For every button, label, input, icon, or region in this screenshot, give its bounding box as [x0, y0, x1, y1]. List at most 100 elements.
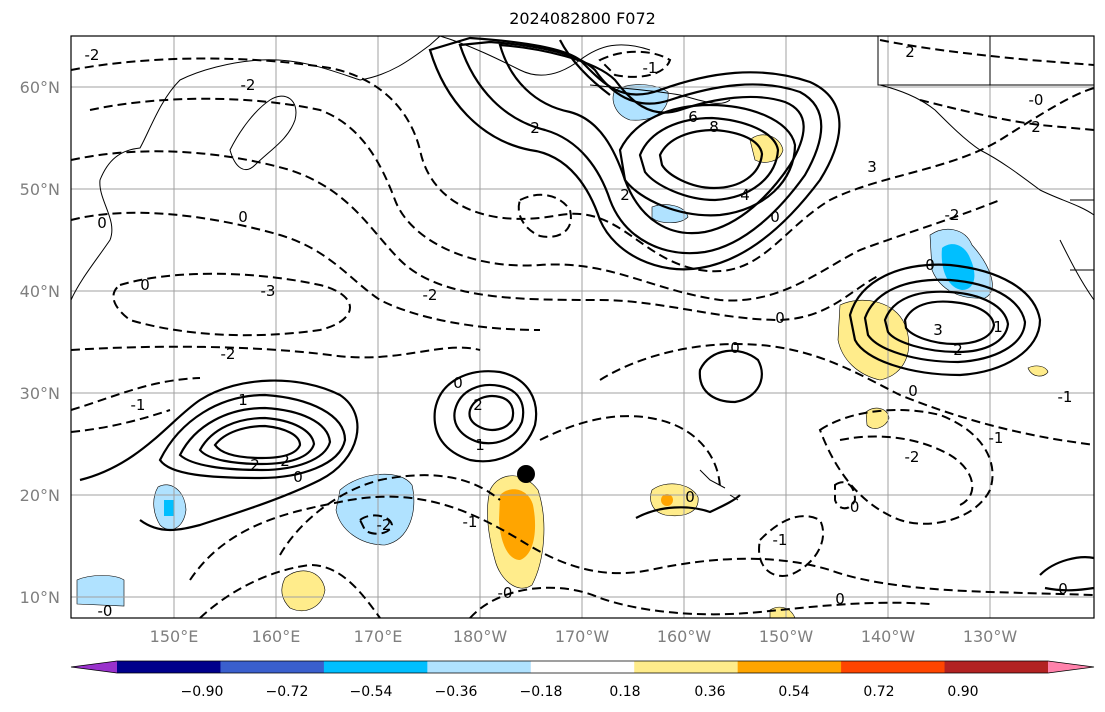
label-neg2g: -2 [423, 286, 438, 304]
label-two5: 2 [620, 186, 630, 204]
label-zero12: 0 [1058, 580, 1068, 598]
colorbar: −0.90 −0.72 −0.54 −0.36 −0.18 0.18 0.36 … [70, 660, 1095, 700]
lon-label-130w: 130°W [963, 627, 1018, 646]
colorbar-extend-max [1048, 661, 1094, 673]
label-zero5: 0 [770, 208, 780, 226]
label-neg0: -0 [498, 584, 513, 602]
label-six: 6 [688, 108, 698, 126]
shade-neg-ne-core [941, 244, 975, 290]
label-four: 4 [740, 186, 750, 204]
colorbar-segment [634, 661, 739, 673]
cb-tick-2: −0.72 [266, 684, 309, 700]
shade-pos-central-core [499, 489, 536, 560]
cb-tick-7: 0.36 [694, 684, 725, 700]
colorbar-segments [70, 660, 1095, 674]
label-neg2c: -2 [377, 516, 392, 534]
colorbar-segment [117, 661, 221, 673]
lon-label-150w: 150°W [759, 627, 814, 646]
label-zero9: 0 [908, 382, 918, 400]
label-zero3: 0 [293, 468, 303, 486]
colorbar-segment [841, 661, 946, 673]
label-two6: 2 [1031, 118, 1041, 136]
label-three: 3 [867, 158, 877, 176]
cb-tick-10: 0.90 [947, 684, 978, 700]
lon-label-150e: 150°E [150, 627, 199, 646]
label-neg2d: -2 [945, 206, 960, 224]
label-one3: 1 [993, 318, 1003, 336]
label-three2: 3 [933, 321, 943, 339]
label-neg2b: -2 [221, 345, 236, 363]
label-zero6: 0 [775, 309, 785, 327]
shade-pos-small4 [1027, 365, 1049, 377]
colorbar-segment [530, 661, 635, 673]
label-neg1e: -1 [1058, 388, 1073, 406]
label-neg1f: -1 [643, 59, 658, 77]
label-two1: 2 [250, 456, 260, 474]
latitude-labels: 60°N 50°N 40°N 30°N 20°N 10°N [20, 78, 60, 607]
label-two3: 2 [473, 396, 483, 414]
cb-tick-8: 0.54 [778, 684, 809, 700]
colorbar-segment [737, 661, 842, 673]
label-one2: 1 [475, 436, 485, 454]
label-two7: 2 [905, 43, 915, 61]
lon-label-140w: 140°W [861, 627, 916, 646]
label-zero8: 0 [925, 256, 935, 274]
lat-label-60: 60°N [20, 78, 60, 97]
colorbar-extend-min [71, 661, 117, 673]
lon-label-170w: 170°W [555, 627, 610, 646]
shade-pos-small3 [865, 407, 890, 429]
cb-tick-5: −0.18 [520, 684, 563, 700]
cb-tick-6: 0.18 [609, 684, 640, 700]
label-zero1: 0 [140, 276, 150, 294]
label-zero4: 0 [453, 374, 463, 392]
label-zero10: 0 [835, 590, 845, 608]
cb-tick-1: −0.90 [181, 684, 224, 700]
label-neg2: -2 [241, 76, 256, 94]
lat-label-30: 30°N [20, 384, 60, 403]
lat-label-50: 50°N [20, 180, 60, 199]
colorbar-segment [220, 661, 325, 673]
label-neg0c: -0 [1029, 91, 1044, 109]
label-eight: 8 [709, 118, 719, 136]
colorbar-outline [70, 660, 1095, 674]
lon-label-170e: 170°E [354, 627, 403, 646]
label-neg0d: -0 [845, 498, 860, 516]
colorbar-segment [944, 661, 1049, 673]
contours-positive [79, 36, 1095, 592]
cb-tick-4: −0.36 [435, 684, 478, 700]
label-neg3: -3 [261, 282, 276, 300]
label-neg1: -1 [131, 396, 146, 414]
lat-label-20: 20°N [20, 486, 60, 505]
label-zero13: 0 [97, 214, 107, 232]
cb-tick-9: 0.72 [863, 684, 894, 700]
label-neg1b: -1 [463, 513, 478, 531]
label-two2: 2 [280, 452, 290, 470]
label-neg1d: -1 [773, 531, 788, 549]
label-two4: 2 [530, 119, 540, 137]
label-neg2e: -2 [905, 448, 920, 466]
colorbar-segment [323, 661, 428, 673]
shading [76, 84, 1049, 619]
colorbar-tick-labels: −0.90 −0.72 −0.54 −0.36 −0.18 0.18 0.36 … [181, 684, 979, 700]
shade-neg-west [335, 473, 415, 546]
map-title: 2024082800 F072 [509, 9, 656, 28]
label-zero2: 0 [238, 208, 248, 226]
lon-label-160e: 160°E [252, 627, 301, 646]
storm-position-marker [517, 465, 535, 483]
label-zero11: 0 [685, 488, 695, 506]
lat-label-40: 40°N [20, 282, 60, 301]
shade-pos-small1 [281, 570, 326, 611]
map-area: -2 -3 -2 -1 0 0 1 2 2 0 0 2 1 -2 -1 -0 -… [70, 35, 1095, 620]
label-zero7: 0 [730, 339, 740, 357]
label-neg2f: -2 [85, 46, 100, 64]
colorbar-segment [427, 661, 532, 673]
label-neg0b: -0 [98, 602, 113, 620]
contours-negative [70, 39, 1095, 619]
cb-tick-3: −0.54 [350, 684, 393, 700]
contour-labels: -2 -3 -2 -1 0 0 1 2 2 0 0 2 1 -2 -1 -0 -… [85, 43, 1073, 620]
label-neg1c: -1 [989, 429, 1004, 447]
lon-label-180w: 180°W [453, 627, 508, 646]
shade-neg-bl [76, 575, 125, 607]
lon-label-160w: 160°W [657, 627, 712, 646]
